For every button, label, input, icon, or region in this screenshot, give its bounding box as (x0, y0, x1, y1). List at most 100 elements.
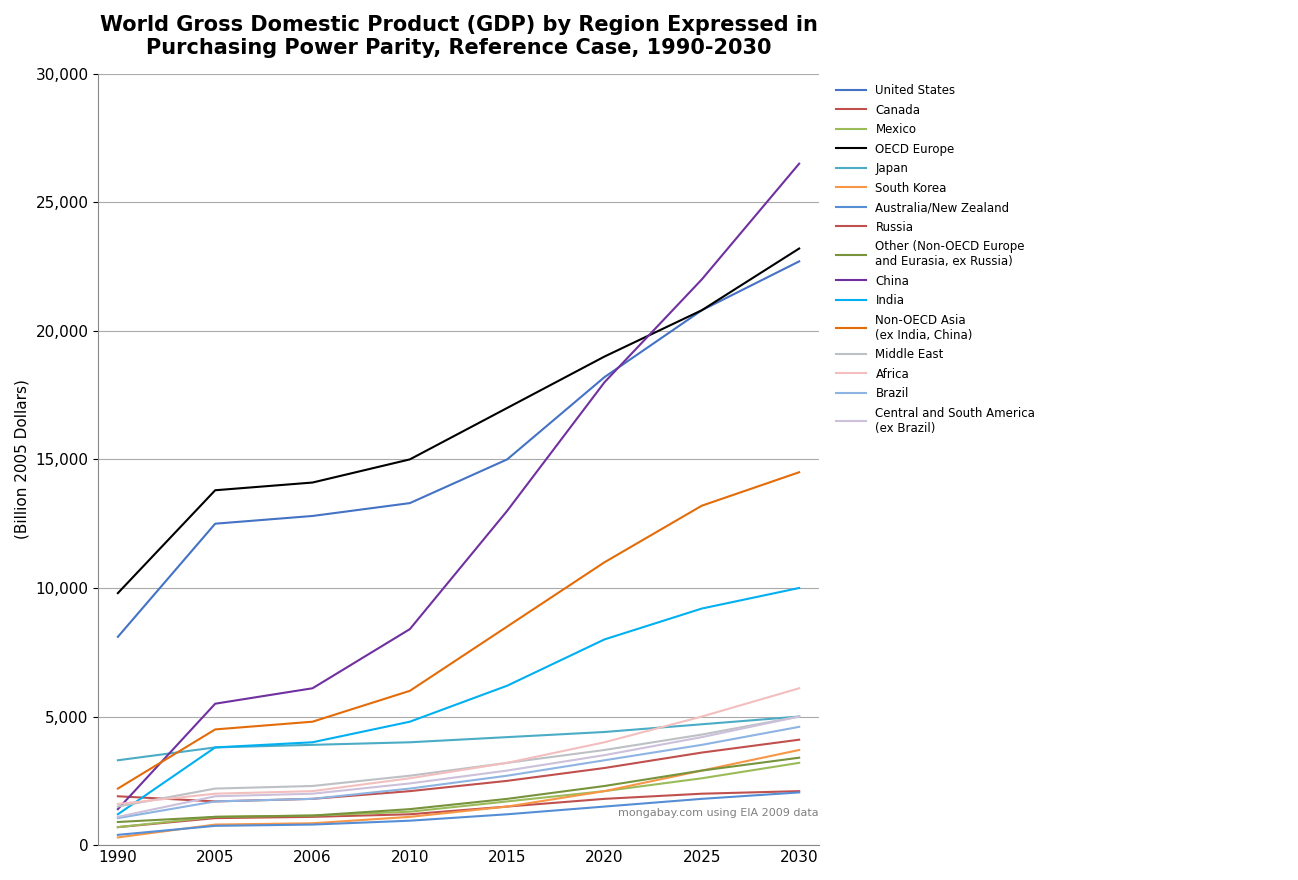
Legend: United States, Canada, Mexico, OECD Europe, Japan, South Korea, Australia/New Ze: United States, Canada, Mexico, OECD Euro… (832, 79, 1040, 439)
Line: Middle East: Middle East (118, 716, 800, 807)
Africa (208, 788, 223, 799)
Mexico (110, 822, 126, 832)
Africa (305, 786, 321, 796)
Central and South America
(ex Brazil) (597, 750, 613, 760)
China (792, 158, 807, 169)
India (792, 583, 807, 593)
Australia/New Zealand (597, 802, 613, 812)
Other (Non-OECD Europe
and Eurasia, ex Russia) (208, 811, 223, 822)
Line: OECD Europe: OECD Europe (118, 248, 800, 593)
Japan (402, 737, 418, 747)
Line: South Korea: South Korea (118, 750, 800, 838)
Russia (500, 775, 515, 786)
Australia/New Zealand (402, 816, 418, 826)
Africa (500, 758, 515, 768)
Central and South America
(ex Brazil) (110, 811, 126, 822)
Central and South America
(ex Brazil) (402, 778, 418, 788)
United States (694, 305, 710, 316)
OECD Europe (694, 305, 710, 316)
Brazil (402, 783, 418, 794)
Brazil (500, 770, 515, 781)
Russia (792, 735, 807, 745)
Canada (208, 813, 223, 824)
Line: Australia/New Zealand: Australia/New Zealand (118, 792, 800, 835)
India (402, 716, 418, 727)
Non-OECD Asia
(ex India, China) (402, 686, 418, 696)
Middle East (110, 802, 126, 812)
Non-OECD Asia
(ex India, China) (792, 467, 807, 478)
Africa (792, 683, 807, 693)
Russia (597, 763, 613, 774)
Canada (500, 802, 515, 812)
Line: Africa: Africa (118, 688, 800, 804)
Line: Non-OECD Asia
(ex India, China): Non-OECD Asia (ex India, China) (118, 473, 800, 788)
Line: China: China (118, 164, 800, 809)
Mexico (597, 786, 613, 796)
Japan (694, 719, 710, 730)
China (402, 624, 418, 634)
Africa (597, 737, 613, 747)
Line: India: India (118, 588, 800, 814)
Middle East (305, 781, 321, 791)
Africa (694, 711, 710, 722)
India (305, 737, 321, 747)
Australia/New Zealand (792, 787, 807, 797)
OECD Europe (208, 485, 223, 495)
Canada (402, 809, 418, 819)
South Korea (402, 811, 418, 822)
Non-OECD Asia
(ex India, China) (208, 724, 223, 735)
Non-OECD Asia
(ex India, China) (500, 621, 515, 632)
Mexico (402, 806, 418, 817)
Africa (402, 773, 418, 783)
United States (110, 632, 126, 642)
India (208, 742, 223, 752)
Russia (305, 794, 321, 804)
Canada (597, 794, 613, 804)
Middle East (500, 758, 515, 768)
Canada (792, 786, 807, 796)
China (694, 274, 710, 284)
Central and South America
(ex Brazil) (694, 732, 710, 743)
Line: Brazil: Brazil (118, 727, 800, 818)
Brazil (110, 813, 126, 824)
Brazil (208, 796, 223, 807)
OECD Europe (792, 243, 807, 253)
Russia (110, 791, 126, 802)
Brazil (305, 794, 321, 804)
Other (Non-OECD Europe
and Eurasia, ex Russia) (402, 803, 418, 814)
Line: Canada: Canada (118, 791, 800, 827)
Japan (110, 755, 126, 766)
United States (792, 256, 807, 267)
Title: World Gross Domestic Product (GDP) by Region Expressed in
Purchasing Power Parit: World Gross Domestic Product (GDP) by Re… (100, 15, 818, 58)
OECD Europe (597, 351, 613, 362)
Line: Central and South America
(ex Brazil): Central and South America (ex Brazil) (118, 716, 800, 817)
China (110, 803, 126, 814)
Other (Non-OECD Europe
and Eurasia, ex Russia) (694, 766, 710, 776)
Non-OECD Asia
(ex India, China) (110, 783, 126, 794)
Middle East (402, 770, 418, 781)
Other (Non-OECD Europe
and Eurasia, ex Russia) (792, 752, 807, 763)
Middle East (792, 711, 807, 722)
Australia/New Zealand (694, 794, 710, 804)
Canada (694, 788, 710, 799)
South Korea (500, 802, 515, 812)
Middle East (694, 730, 710, 740)
South Korea (208, 819, 223, 830)
South Korea (305, 818, 321, 829)
Mexico (500, 796, 515, 807)
Mexico (208, 811, 223, 822)
Line: Mexico: Mexico (118, 763, 800, 827)
Central and South America
(ex Brazil) (792, 711, 807, 722)
Central and South America
(ex Brazil) (305, 788, 321, 799)
United States (500, 454, 515, 465)
South Korea (597, 786, 613, 796)
United States (402, 498, 418, 509)
Other (Non-OECD Europe
and Eurasia, ex Russia) (500, 794, 515, 804)
Line: Other (Non-OECD Europe
and Eurasia, ex Russia): Other (Non-OECD Europe and Eurasia, ex R… (118, 758, 800, 822)
Japan (305, 739, 321, 750)
China (305, 683, 321, 693)
Russia (402, 786, 418, 796)
Other (Non-OECD Europe
and Eurasia, ex Russia) (110, 817, 126, 827)
Japan (208, 742, 223, 752)
United States (305, 510, 321, 521)
